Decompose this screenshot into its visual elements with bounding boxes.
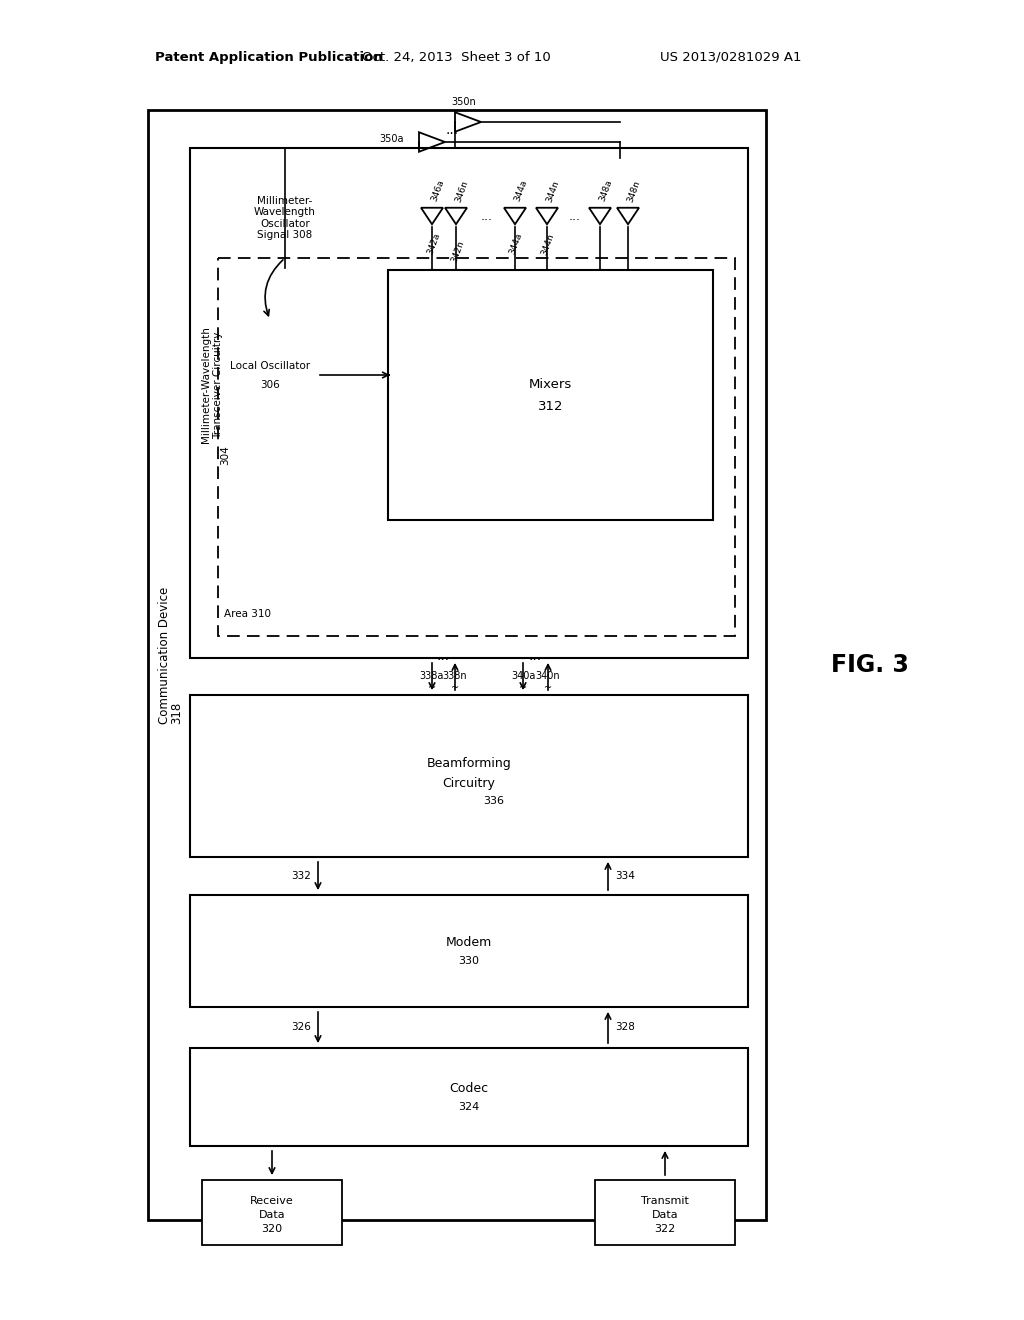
Text: Local Oscillator: Local Oscillator	[230, 360, 310, 371]
Text: 338a: 338a	[420, 671, 444, 681]
Text: Receive: Receive	[250, 1196, 294, 1205]
Text: Mixers: Mixers	[528, 379, 572, 392]
Text: 346n: 346n	[454, 178, 470, 203]
Text: 342a: 342a	[426, 232, 442, 256]
Text: ...: ...	[437, 649, 451, 664]
Text: 350a: 350a	[380, 135, 404, 144]
Text: Millimeter-
Wavelength
Oscillator
Signal 308: Millimeter- Wavelength Oscillator Signal…	[254, 195, 316, 240]
Bar	[190, 148, 748, 657]
Text: ...: ...	[481, 210, 493, 223]
Text: 334: 334	[615, 871, 635, 880]
Text: Area 310: Area 310	[224, 609, 271, 619]
Text: ~: ~	[428, 682, 436, 693]
Text: 348a: 348a	[598, 178, 614, 203]
Text: US 2013/0281029 A1: US 2013/0281029 A1	[660, 50, 802, 63]
Text: Patent Application Publication: Patent Application Publication	[155, 50, 383, 63]
Text: 344n: 344n	[540, 232, 556, 256]
Text: FIG. 3: FIG. 3	[831, 653, 909, 677]
Text: 348n: 348n	[626, 178, 642, 203]
Text: 344a: 344a	[513, 180, 529, 203]
Text: 340a: 340a	[511, 671, 536, 681]
Text: 304: 304	[220, 445, 230, 465]
Bar	[220, 319, 319, 430]
Text: ~: ~	[519, 682, 527, 693]
Text: Oct. 24, 2013  Sheet 3 of 10: Oct. 24, 2013 Sheet 3 of 10	[362, 50, 551, 63]
Text: Data: Data	[259, 1210, 286, 1221]
Text: 350n: 350n	[452, 96, 476, 107]
Text: 342n: 342n	[450, 239, 466, 263]
Bar	[190, 696, 748, 857]
Text: ~: ~	[451, 682, 459, 693]
Text: 336: 336	[483, 796, 505, 807]
Text: Codec: Codec	[450, 1082, 488, 1096]
Text: 344a: 344a	[508, 232, 524, 256]
Text: 326: 326	[291, 1023, 311, 1032]
Text: 318: 318	[171, 702, 183, 725]
Bar	[190, 1048, 748, 1146]
Text: Beamforming: Beamforming	[427, 758, 511, 771]
Text: 306: 306	[260, 380, 280, 389]
Text: ...: ...	[569, 210, 581, 223]
Text: ...: ...	[529, 649, 542, 664]
Text: 332: 332	[291, 871, 311, 880]
Bar	[218, 257, 735, 636]
Text: Circuitry: Circuitry	[442, 776, 496, 789]
Text: 330: 330	[459, 956, 479, 966]
Bar	[190, 895, 748, 1007]
Bar	[148, 110, 766, 1220]
Text: 346a: 346a	[430, 178, 446, 203]
Text: Communication Device: Communication Device	[159, 586, 171, 723]
Text: Data: Data	[651, 1210, 678, 1221]
Text: ...: ...	[445, 123, 459, 137]
Text: 338n: 338n	[442, 671, 467, 681]
Text: 322: 322	[654, 1225, 676, 1234]
Text: 324: 324	[459, 1102, 479, 1111]
Bar	[595, 1180, 735, 1245]
Text: ~: ~	[544, 682, 552, 693]
Text: 328: 328	[615, 1023, 635, 1032]
Text: 312: 312	[538, 400, 563, 413]
Text: Transmit: Transmit	[641, 1196, 689, 1205]
Bar	[388, 271, 713, 520]
Text: Millimeter-Wavelength
Transceiver Circuitry: Millimeter-Wavelength Transceiver Circui…	[201, 326, 223, 444]
Text: Modem: Modem	[445, 936, 493, 949]
Bar	[202, 1180, 342, 1245]
Text: 320: 320	[261, 1225, 283, 1234]
Text: 344n: 344n	[545, 178, 561, 203]
Text: 340n: 340n	[536, 671, 560, 681]
